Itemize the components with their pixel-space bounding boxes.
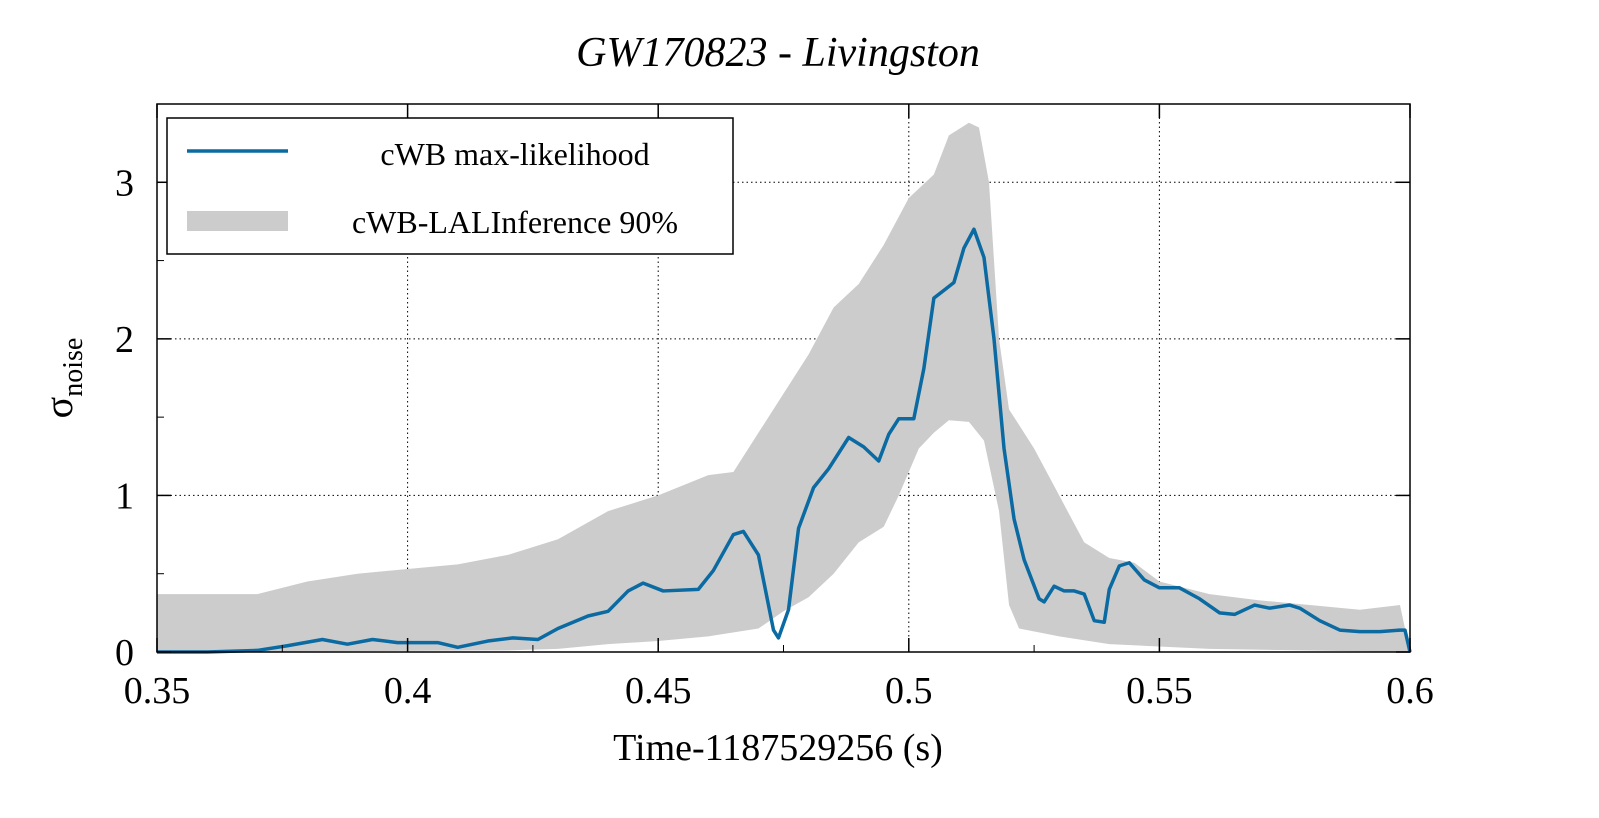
x-tick-label: 0.6 — [1386, 670, 1434, 712]
x-tick-label: 0.55 — [1126, 670, 1193, 712]
legend-label-band: cWB-LALInference 90% — [352, 204, 678, 240]
x-tick-label: 0.45 — [625, 670, 692, 712]
x-tick-labels: 0.35 0.4 0.45 0.5 0.55 0.6 — [124, 670, 1434, 712]
ticks — [156, 104, 1411, 653]
y-tick-label: 3 — [115, 162, 134, 204]
x-tick-label: 0.4 — [384, 670, 432, 712]
legend-box — [166, 117, 734, 255]
y-axis-label: σnoise — [36, 338, 89, 419]
line-cwb-max-likelihood — [157, 227, 1412, 654]
y-tick-labels: 0 1 2 3 — [115, 162, 134, 674]
band-cwb-lalinference-90 — [157, 122, 1410, 652]
legend: cWB max-likelihood cWB-LALInference 90% — [166, 117, 734, 255]
y-axis-label-sub: noise — [58, 338, 89, 397]
x-axis-label: Time-1187529256 (s) — [613, 727, 943, 769]
legend-label-max-likelihood: cWB max-likelihood — [380, 136, 649, 172]
legend-band-swatch — [187, 211, 288, 231]
y-axis-label-main: σ — [36, 397, 81, 419]
y-tick-label: 1 — [115, 475, 134, 517]
y-tick-label: 0 — [115, 632, 134, 674]
chart-title: GW170823 - Livingston — [576, 30, 980, 76]
y-tick-label: 2 — [115, 319, 134, 361]
x-tick-label: 0.35 — [124, 670, 191, 712]
x-tick-label: 0.5 — [885, 670, 933, 712]
